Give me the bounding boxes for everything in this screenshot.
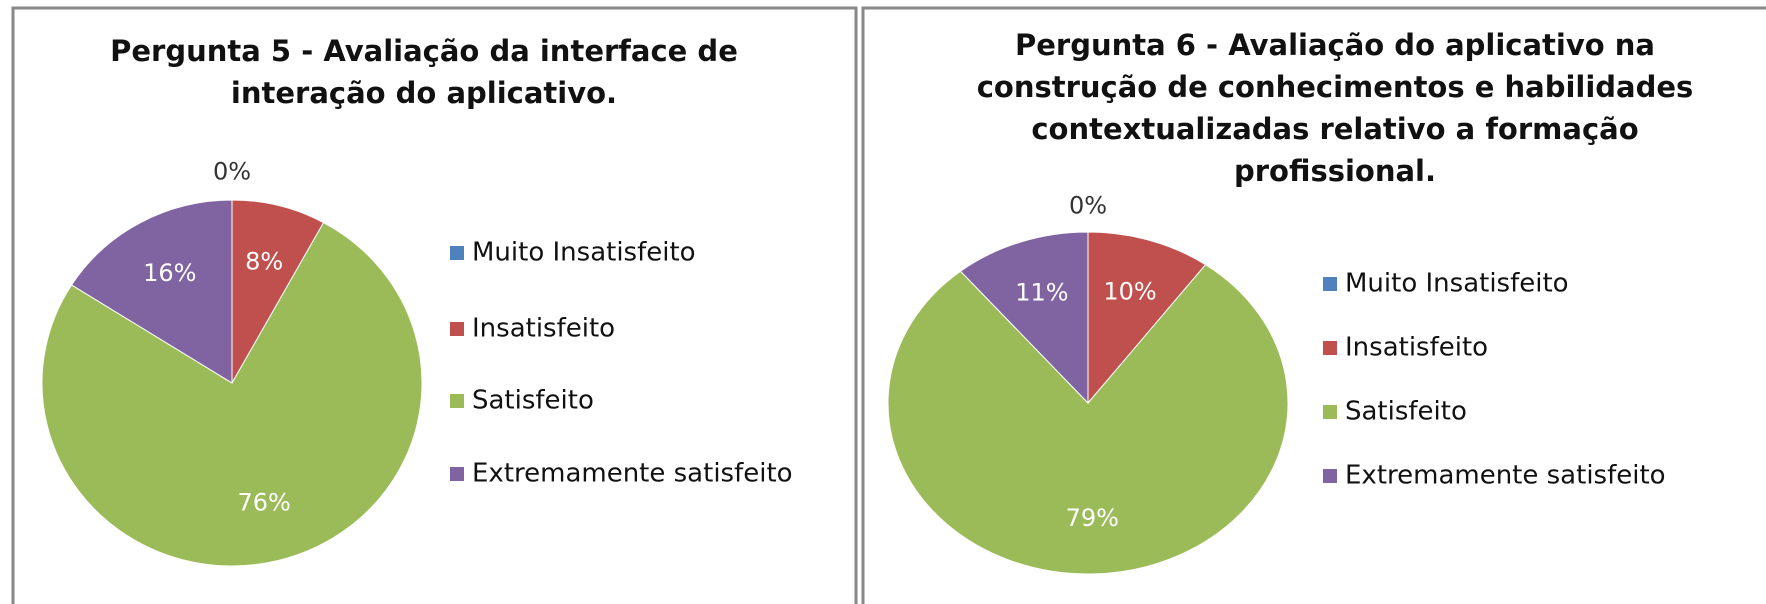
legend-label: Muito Insatisfeito: [1345, 269, 1569, 299]
data-label: 0%: [213, 158, 251, 186]
legend-swatch: [450, 246, 464, 260]
legend-swatch: [1323, 405, 1337, 419]
pie-slice: [70, 199, 233, 384]
data-label: 11%: [1015, 279, 1068, 307]
legend-swatch: [1323, 277, 1337, 291]
legend-swatch: [1323, 469, 1337, 483]
data-label: 76%: [237, 489, 290, 517]
chart-title: Pergunta 5 - Avaliação da interface de i…: [110, 34, 738, 110]
legend-swatch: [1323, 341, 1337, 355]
pie-slice: [959, 231, 1089, 405]
data-label: 10%: [1103, 277, 1156, 305]
pie-slice: [887, 264, 1289, 575]
pie-slice: [231, 199, 325, 385]
pie-slice: [1087, 231, 1207, 405]
legend-label: Extremamente satisfeito: [1345, 461, 1666, 491]
legend-label: Satisfeito: [472, 386, 594, 416]
legend-label: Muito Insatisfeito: [472, 238, 696, 268]
legend-swatch: [450, 467, 464, 481]
legend-label: Insatisfeito: [472, 314, 615, 344]
legend-label: Satisfeito: [1345, 397, 1467, 427]
data-label: 79%: [1066, 504, 1119, 532]
legend-swatch: [450, 394, 464, 408]
data-label: 0%: [1069, 191, 1107, 219]
chart-title: Pergunta 6 - Avaliação do aplicativo na …: [976, 28, 1694, 188]
pie-slice: [41, 221, 423, 567]
legend-swatch: [450, 322, 464, 336]
legend-label: Extremamente satisfeito: [472, 459, 793, 489]
data-label: 8%: [245, 247, 283, 275]
legend-label: Insatisfeito: [1345, 333, 1488, 363]
data-label: 16%: [143, 259, 196, 287]
